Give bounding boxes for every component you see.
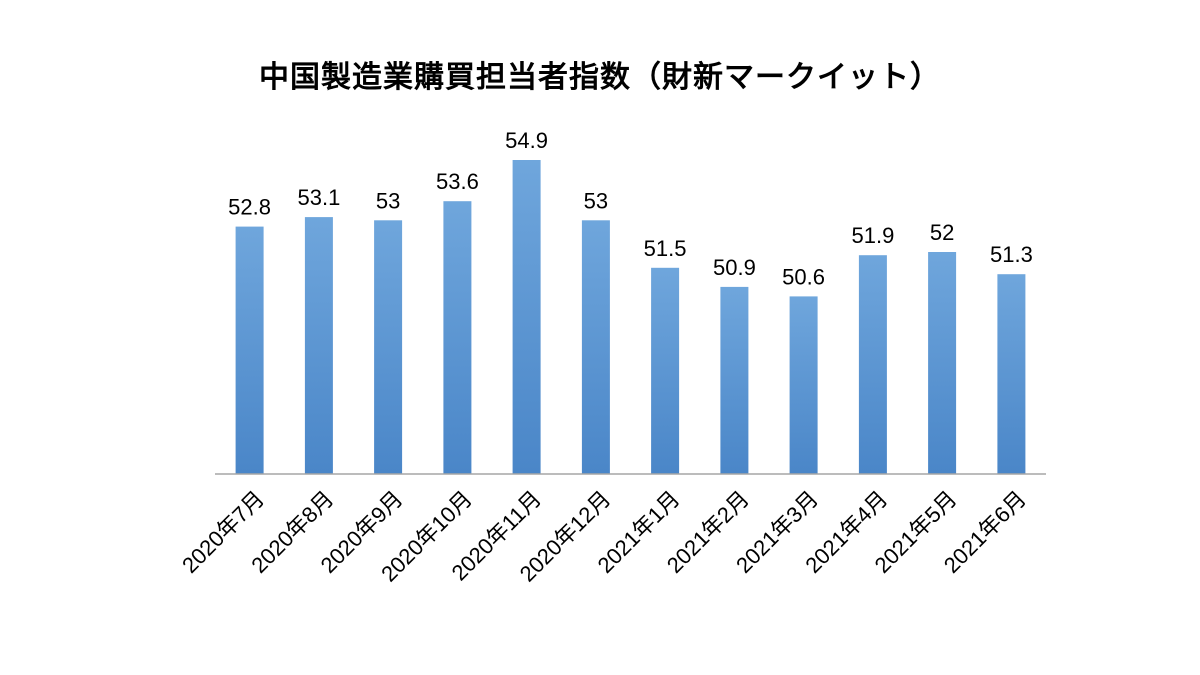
bar-1 [235,226,264,474]
data-label-2: 53.1 [297,185,340,210]
bar-6 [581,220,610,474]
bar-7 [651,267,680,474]
bar-5 [512,160,541,474]
data-label-7: 51.5 [644,236,687,261]
bar-2 [304,217,333,474]
data-label-10: 51.9 [851,223,894,248]
bar-8 [720,286,749,474]
chart-title: 中国製造業購買担当者指数（財新マークイット） [259,60,941,95]
data-label-11: 52 [930,220,954,245]
data-label-3: 53 [376,188,400,213]
bar-3 [374,220,403,474]
x-tick-labels-layer: 2020年7月2020年8月2020年9月2020年10月2020年11月202… [177,486,1031,587]
bar-4 [443,201,472,474]
data-label-4: 53.6 [436,169,479,194]
bar-10 [858,255,887,474]
bars-layer [235,160,1026,474]
bar-9 [789,296,818,474]
value-labels-layer: 52.8 53.1 53 53.6 54.9 53 51.5 50.9 50.6 51.9 52 51… [228,128,1033,289]
data-label-9: 50.6 [782,264,825,289]
bar-12 [997,274,1026,474]
data-label-12: 51.3 [990,242,1033,267]
data-label-6: 53 [584,188,608,213]
bar-11 [928,252,957,474]
data-label-8: 50.9 [713,255,756,280]
data-label-1: 52.8 [228,195,271,220]
data-label-5: 54.9 [505,128,548,153]
